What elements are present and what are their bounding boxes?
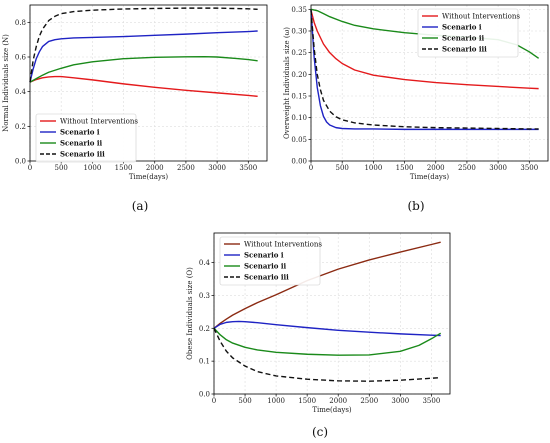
panel-caption: (a) bbox=[132, 199, 149, 213]
series-line-3 bbox=[213, 327, 442, 356]
x-tick-label: 1000 bbox=[83, 164, 101, 172]
y-axis-label: Normal Individuals size (N) bbox=[2, 34, 10, 132]
x-axis-label: Time(days) bbox=[410, 173, 450, 181]
legend: Without Interventions Scenario i Scenario … bbox=[417, 8, 520, 58]
y-tick-label: 0.2 bbox=[199, 325, 210, 333]
legend-entry-label: Scenario ii bbox=[60, 139, 103, 148]
x-tick-label: 3500 bbox=[422, 397, 440, 405]
legend-entry-label: Without Interventions bbox=[442, 13, 520, 21]
y-tick-label: 0.00 bbox=[291, 158, 307, 166]
legend-box bbox=[219, 236, 321, 286]
series-line-4 bbox=[310, 10, 539, 130]
y-tick-label: 0.30 bbox=[291, 28, 307, 36]
axes-frame bbox=[29, 4, 268, 162]
x-tick-label: 1000 bbox=[364, 164, 382, 172]
x-tick-label: 2000 bbox=[427, 164, 445, 172]
panel-caption: (b) bbox=[407, 199, 424, 213]
y-tick-label: 0.3 bbox=[199, 292, 210, 300]
series-line-2 bbox=[213, 320, 441, 337]
x-axis-label: Time(days) bbox=[129, 173, 169, 181]
legend-entry-label: Without Interventions bbox=[60, 118, 138, 126]
axes-frame bbox=[310, 4, 549, 162]
legend-entry-label: Without Interventions bbox=[244, 241, 322, 249]
x-tick-label: 3000 bbox=[208, 164, 226, 172]
x-tick-label: 500 bbox=[54, 164, 67, 172]
y-tick-label: 0.15 bbox=[291, 93, 307, 101]
y-tick-label: 0.35 bbox=[291, 6, 307, 14]
axes-frame bbox=[213, 232, 451, 395]
y-tick-label: 0.1 bbox=[199, 358, 210, 366]
x-tick-label: 1500 bbox=[298, 397, 316, 405]
series-line-1 bbox=[310, 10, 539, 90]
legend-entry-label: Scenario iii bbox=[244, 273, 289, 282]
x-tick-label: 500 bbox=[238, 397, 251, 405]
chart-panel-2: 0 500 1000 1500 2000 2500 3000 3500 0.00 0.05 0.10… bbox=[283, 4, 549, 213]
chart-panel-3: 0 500 1000 1500 2000 2500 3000 3500 0.0 0.1 0.2 0.3… bbox=[186, 232, 451, 439]
x-tick-label: 3000 bbox=[489, 164, 507, 172]
x-tick-label: 1500 bbox=[115, 164, 133, 172]
y-axis-label: Obese Individuals size (O) bbox=[186, 267, 194, 360]
series-line-1 bbox=[29, 75, 258, 98]
series-line-4 bbox=[213, 327, 441, 382]
y-tick-label: 0.6 bbox=[15, 54, 27, 62]
y-tick-label: 0.4 bbox=[15, 88, 27, 96]
series-line-1 bbox=[213, 241, 441, 329]
y-tick-label: 0.25 bbox=[291, 49, 307, 57]
legend-entry-label: Scenario ii bbox=[442, 34, 485, 43]
legend-box bbox=[417, 8, 519, 58]
x-tick-label: 500 bbox=[335, 164, 348, 172]
y-tick-label: 0.10 bbox=[291, 114, 307, 122]
series-line-2 bbox=[310, 10, 539, 131]
x-tick-label: 0 bbox=[28, 164, 32, 172]
x-tick-label: 0 bbox=[212, 397, 216, 405]
y-tick-label: 0.2 bbox=[15, 123, 26, 131]
x-tick-label: 3500 bbox=[520, 164, 538, 172]
x-tick-label: 3000 bbox=[391, 397, 409, 405]
legend-entry-label: Scenario i bbox=[244, 251, 284, 260]
x-tick-label: 2500 bbox=[360, 397, 378, 405]
x-tick-label: 2000 bbox=[329, 397, 347, 405]
series-line-3 bbox=[29, 55, 258, 83]
x-tick-label: 1000 bbox=[267, 397, 285, 405]
x-tick-label: 0 bbox=[309, 164, 313, 172]
legend: Without Interventions Scenario i Scenario … bbox=[219, 236, 322, 286]
x-tick-label: 2500 bbox=[458, 164, 476, 172]
chart-panel-1: 0 500 1000 1500 2000 2500 3000 3500 0.0 0.2 0.4 0.6… bbox=[2, 4, 268, 213]
legend: Without Interventions Scenario i Scenario … bbox=[35, 113, 138, 163]
series-line-4 bbox=[29, 7, 258, 83]
x-axis-label: Time(days) bbox=[312, 406, 352, 414]
x-tick-label: 2000 bbox=[146, 164, 164, 172]
x-tick-label: 3500 bbox=[239, 164, 257, 172]
legend-entry-label: Scenario iii bbox=[442, 45, 487, 54]
x-tick-label: 1500 bbox=[396, 164, 414, 172]
y-tick-label: 0.0 bbox=[199, 391, 210, 399]
y-tick-label: 0.05 bbox=[291, 136, 307, 144]
y-tick-label: 0.0 bbox=[15, 158, 26, 166]
x-tick-label: 2500 bbox=[177, 164, 195, 172]
legend-entry-label: Scenario ii bbox=[244, 262, 287, 271]
legend-box bbox=[35, 113, 137, 163]
legend-entry-label: Scenario i bbox=[60, 128, 100, 137]
legend-entry-label: Scenario i bbox=[442, 23, 482, 32]
y-tick-label: 0.4 bbox=[199, 259, 211, 267]
y-tick-label: 0.20 bbox=[291, 71, 307, 79]
y-axis-label: Overweight Individuals size (ω) bbox=[283, 27, 291, 139]
series-line-2 bbox=[29, 30, 258, 83]
y-tick-label: 0.8 bbox=[15, 19, 26, 27]
panel-caption: (c) bbox=[312, 425, 328, 439]
legend-entry-label: Scenario iii bbox=[60, 150, 105, 159]
